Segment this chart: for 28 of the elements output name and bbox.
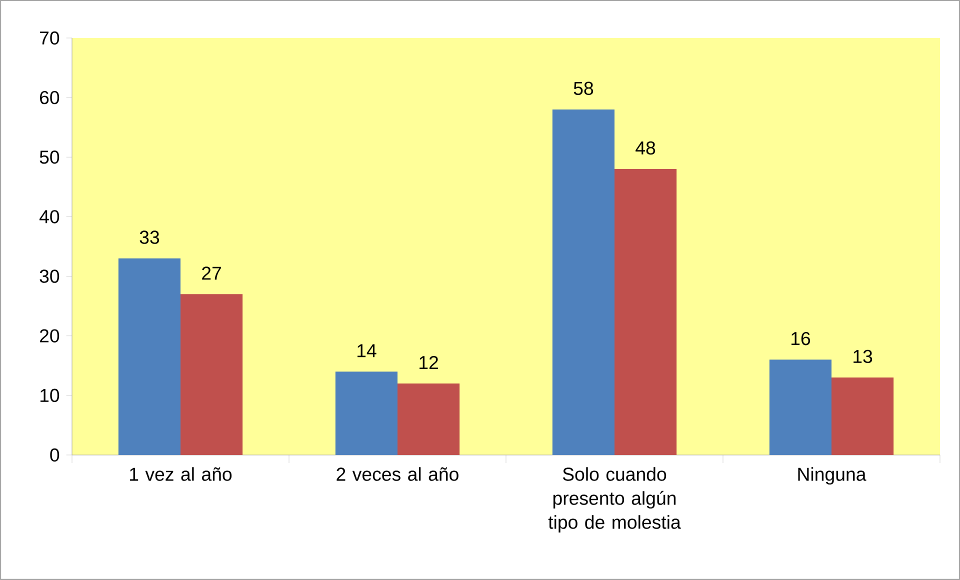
bar	[552, 109, 614, 455]
x-tick-label: Solo cuando presento algún tipo de molestia	[548, 467, 681, 533]
data-label: 16	[792, 332, 810, 346]
data-label: 58	[574, 82, 594, 95]
bar	[831, 378, 894, 455]
bar	[335, 372, 398, 455]
data-label: 48	[636, 141, 656, 155]
bar	[118, 258, 181, 455]
data-label: 12	[420, 356, 438, 370]
y-tick-label: 50	[40, 150, 60, 164]
y-tick-label: 40	[39, 210, 60, 224]
data-label: 14	[358, 344, 376, 358]
y-tick-label: 10	[40, 388, 60, 402]
x-tick-label: 2 veces al año	[336, 467, 458, 481]
x-tick-label: 1 vez al año	[130, 467, 232, 481]
x-tick-label: Ninguna	[798, 467, 866, 485]
data-label: 13	[854, 350, 872, 364]
bar	[614, 169, 677, 455]
y-tick-label: 70	[40, 31, 60, 45]
y-tick-label: 0	[50, 448, 60, 462]
y-tick-label: 20	[40, 329, 60, 342]
data-label: 33	[140, 230, 160, 244]
bar	[769, 360, 832, 455]
y-tick-label: 60	[40, 90, 60, 104]
data-label: 27	[202, 266, 221, 280]
bar	[398, 384, 460, 455]
y-tick-label: 30	[40, 270, 60, 283]
bar	[180, 294, 243, 455]
